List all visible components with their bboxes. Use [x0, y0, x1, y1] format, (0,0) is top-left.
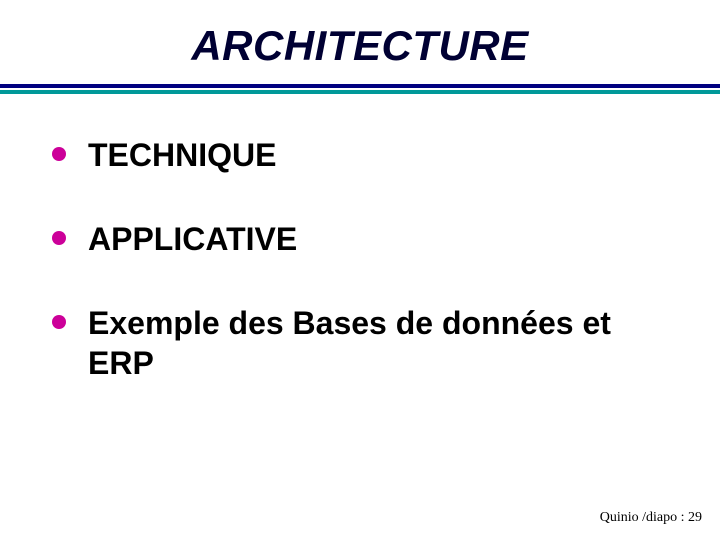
title-area: ARCHITECTURE ARCHITECTURE	[0, 22, 720, 70]
slide: ARCHITECTURE ARCHITECTURE TECHNIQUE APPL…	[0, 0, 720, 540]
list-item-label: Exemple des Bases de données et ERP	[88, 303, 672, 383]
list-item: TECHNIQUE	[52, 135, 672, 175]
slide-footer: Quinio /diapo : 29	[600, 510, 702, 526]
list-item: Exemple des Bases de données et ERP	[52, 303, 672, 383]
list-item: APPLICATIVE	[52, 219, 672, 259]
bullet-icon	[52, 147, 66, 161]
bullet-icon	[52, 315, 66, 329]
list-item-label: APPLICATIVE	[88, 219, 297, 259]
bullet-icon	[52, 231, 66, 245]
list-item-label: TECHNIQUE	[88, 135, 276, 175]
divider-bottom	[0, 90, 720, 94]
slide-title: ARCHITECTURE	[191, 22, 528, 70]
divider-top	[0, 84, 720, 88]
bullet-list: TECHNIQUE APPLICATIVE Exemple des Bases …	[52, 135, 672, 427]
